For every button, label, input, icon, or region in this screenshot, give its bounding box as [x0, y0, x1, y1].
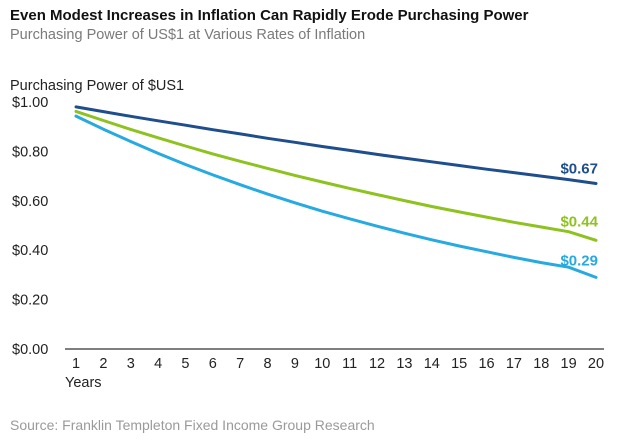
x-axis-ticks: 1 2 3 4 5 6 7 8 9 10 11 12 13 14 15 16 17 18 19 20 — [72, 356, 604, 372]
x-tick-label: 3 — [127, 356, 135, 372]
y-tick-label: $0.60 — [12, 194, 48, 210]
x-tick-label: 5 — [181, 356, 189, 372]
y-tick-label: $0.40 — [12, 243, 48, 259]
y-axis-label: Purchasing Power of $US1 — [10, 78, 184, 94]
series-lines — [74, 105, 598, 279]
y-axis-ticks: $0.00 $0.20 $0.40 $0.60 $0.80 $1.00 — [12, 95, 48, 358]
x-tick-label: 12 — [369, 356, 385, 372]
end-labels: $0.67 $0.44 $0.29 — [560, 161, 598, 270]
x-tick-label: 1 — [72, 356, 80, 372]
y-tick-label: $0.20 — [12, 293, 48, 309]
series-line — [74, 109, 598, 242]
y-tick-label: $1.00 — [12, 95, 48, 111]
series-end-label: $0.44 — [560, 213, 598, 230]
x-tick-label: 19 — [561, 356, 577, 372]
x-tick-label: 17 — [506, 356, 522, 372]
y-tick-label: $0.00 — [12, 342, 48, 358]
x-tick-label: 20 — [588, 356, 604, 372]
x-axis-label: Years — [65, 375, 102, 391]
x-tick-label: 18 — [533, 356, 549, 372]
x-tick-label: 11 — [342, 356, 357, 372]
x-tick-label: 4 — [154, 356, 162, 372]
x-tick-label: 2 — [99, 356, 107, 372]
chart-subtitle: Purchasing Power of US$1 at Various Rate… — [10, 27, 366, 43]
series-end-label: $0.67 — [560, 161, 598, 178]
x-tick-label: 14 — [424, 356, 440, 372]
series-line — [74, 114, 598, 279]
series-end-label: $0.29 — [560, 252, 598, 269]
chart-title: Even Modest Increases in Inflation Can R… — [10, 7, 529, 24]
y-tick-label: $0.80 — [12, 144, 48, 160]
source-note: Source: Franklin Templeton Fixed Income … — [10, 417, 375, 433]
x-tick-label: 6 — [209, 356, 217, 372]
x-tick-label: 13 — [396, 356, 412, 372]
x-tick-label: 8 — [264, 356, 272, 372]
x-tick-label: 9 — [291, 356, 299, 372]
x-tick-label: 16 — [478, 356, 494, 372]
x-tick-label: 15 — [451, 356, 467, 372]
series-line — [74, 105, 598, 185]
x-tick-label: 10 — [314, 356, 330, 372]
x-tick-label: 7 — [236, 356, 244, 372]
